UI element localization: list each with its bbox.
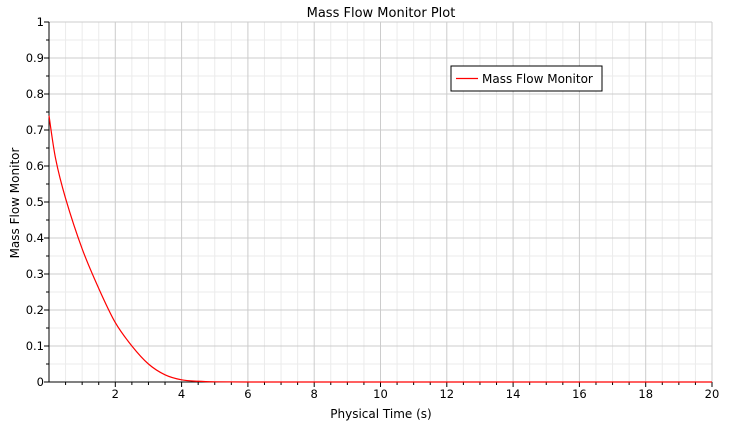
x-tick-label: 2 [112,387,119,401]
y-tick-label: 0.9 [26,51,44,65]
y-tick-label: 0 [37,375,44,389]
series-line [48,115,712,383]
x-tick-label: 8 [311,387,318,401]
grid [49,21,713,383]
axes [44,21,713,387]
y-tick-label: 0.4 [26,231,44,245]
legend: Mass Flow Monitor [450,65,603,92]
y-tick-label: 1 [37,15,44,29]
legend-label: Mass Flow Monitor [482,72,593,86]
y-ticks: 0 0.1 0.2 0.3 0.4 0.5 0.6 0.7 0.8 0.9 1 [26,15,44,389]
y-tick-label: 0.3 [26,267,44,281]
y-tick-label: 0.6 [26,159,44,173]
x-axis-label: Physical Time (s) [330,407,431,421]
x-tick-label: 12 [439,387,454,401]
y-axis-label: Mass Flow Monitor [8,148,22,259]
x-tick-label: 18 [638,387,653,401]
x-tick-label: 6 [244,387,251,401]
x-ticks: 2 4 6 8 10 12 14 16 18 20 [112,387,720,401]
y-tick-label: 0.2 [26,303,44,317]
x-tick-label: 4 [178,387,185,401]
series-layer [48,115,712,383]
y-tick-label: 0.8 [26,87,44,101]
x-tick-label: 14 [506,387,521,401]
chart-title: Mass Flow Monitor Plot [307,6,456,21]
y-tick-label: 0.5 [26,195,44,209]
x-tick-label: 16 [572,387,587,401]
y-tick-label: 0.7 [26,123,44,137]
y-tick-label: 0.1 [26,339,44,353]
x-tick-label: 10 [373,387,388,401]
x-tick-label: 20 [705,387,720,401]
